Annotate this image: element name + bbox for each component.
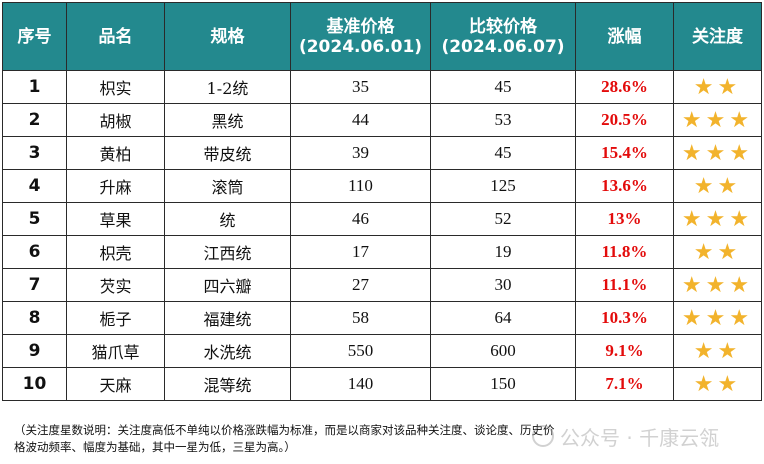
header-base-price: 基准价格 (2024.06.01) [290, 2, 431, 71]
row-compare-price: 53 [430, 103, 576, 137]
row-base-price: 39 [290, 136, 431, 170]
row-name: 枳壳 [66, 235, 165, 269]
row-change: 13.6% [575, 169, 674, 203]
row-compare-price: 125 [430, 169, 576, 203]
header-base-price-label: 基准价格 [326, 16, 395, 37]
row-attention-star-icon: ★★★ [673, 136, 762, 170]
row-name: 栀子 [66, 301, 165, 335]
row-index: 10 [2, 367, 67, 401]
table-row: 8 栀子 福建统 58 64 10.3% ★★★ [2, 301, 762, 335]
row-compare-price: 45 [430, 136, 576, 170]
row-spec: 统 [164, 202, 291, 236]
header-row: 序号 品名 规格 基准价格 (2024.06.01) 比较价格 (2024.06… [2, 2, 762, 71]
row-spec: 江西统 [164, 235, 291, 269]
row-name: 升麻 [66, 169, 165, 203]
row-spec: 滚筒 [164, 169, 291, 203]
row-attention-star-icon: ★★★ [673, 268, 762, 302]
header-attention: 关注度 [673, 2, 762, 71]
row-spec: 带皮统 [164, 136, 291, 170]
row-spec: 福建统 [164, 301, 291, 335]
header-name: 品名 [66, 2, 165, 71]
row-attention-star-icon: ★★ [673, 235, 762, 269]
row-compare-price: 45 [430, 70, 576, 104]
header-compare-price-date: (2024.06.07) [441, 36, 565, 57]
watermark-text: 公众号 · 千康云瓴 [560, 426, 720, 450]
row-change: 11.8% [575, 235, 674, 269]
table-row: 3 黄柏 带皮统 39 45 15.4% ★★★ [2, 136, 762, 170]
row-attention-star-icon: ★★★ [673, 301, 762, 335]
header-base-price-date: (2024.06.01) [298, 36, 423, 57]
row-index: 9 [2, 334, 67, 368]
attention-note: （关注度星数说明：关注度高低不单纯以价格涨跌幅为标准，而是以商家对该品种关注度、… [14, 422, 756, 456]
row-name: 枳实 [66, 70, 165, 104]
row-change: 9.1% [575, 334, 674, 368]
row-attention-star-icon: ★★ [673, 367, 762, 401]
row-compare-price: 19 [430, 235, 576, 269]
header-compare-price: 比较价格 (2024.06.07) [430, 2, 576, 71]
row-change: 13% [575, 202, 674, 236]
row-index: 4 [2, 169, 67, 203]
row-name: 芡实 [66, 268, 165, 302]
header-spec: 规格 [164, 2, 291, 71]
row-base-price: 550 [290, 334, 431, 368]
row-base-price: 110 [290, 169, 431, 203]
row-compare-price: 600 [430, 334, 576, 368]
row-change: 11.1% [575, 268, 674, 302]
row-spec: 四六瓣 [164, 268, 291, 302]
table-row: 2 胡椒 黑统 44 53 20.5% ★★★ [2, 103, 762, 137]
watermark: 公众号 · 千康云瓴 [532, 422, 719, 451]
row-change: 20.5% [575, 103, 674, 137]
row-name: 天麻 [66, 367, 165, 401]
row-index: 1 [2, 70, 67, 104]
header-compare-price-label: 比较价格 [469, 16, 537, 37]
row-compare-price: 64 [430, 301, 576, 335]
watermark-logo-icon [532, 425, 554, 447]
row-attention-star-icon: ★★ [673, 70, 762, 104]
table-row: 6 枳壳 江西统 17 19 11.8% ★★ [2, 235, 762, 269]
table-row: 4 升麻 滚筒 110 125 13.6% ★★ [2, 169, 762, 203]
row-attention-star-icon: ★★ [673, 169, 762, 203]
row-spec: 水洗统 [164, 334, 291, 368]
row-compare-price: 150 [430, 367, 576, 401]
table-row: 5 草果 统 46 52 13% ★★★ [2, 202, 762, 236]
row-base-price: 17 [290, 235, 431, 269]
row-name: 胡椒 [66, 103, 165, 137]
table-row: 1 枳实 1-2统 35 45 28.6% ★★ [2, 70, 762, 104]
row-index: 3 [2, 136, 67, 170]
row-change: 10.3% [575, 301, 674, 335]
header-change: 涨幅 [575, 2, 674, 71]
row-attention-star-icon: ★★★ [673, 202, 762, 236]
row-attention-star-icon: ★★★ [673, 103, 762, 137]
row-base-price: 44 [290, 103, 431, 137]
table-row: 7 芡实 四六瓣 27 30 11.1% ★★★ [2, 268, 762, 302]
row-index: 5 [2, 202, 67, 236]
row-change: 15.4% [575, 136, 674, 170]
row-compare-price: 30 [430, 268, 576, 302]
row-change: 28.6% [575, 70, 674, 104]
row-spec: 黑统 [164, 103, 291, 137]
row-name: 草果 [66, 202, 165, 236]
row-index: 8 [2, 301, 67, 335]
row-change: 7.1% [575, 367, 674, 401]
row-spec: 1-2统 [164, 70, 291, 104]
row-base-price: 27 [290, 268, 431, 302]
row-compare-price: 52 [430, 202, 576, 236]
attention-note-line2: 格波动频率、幅度为基础，其中一星为低，三星为高。） [14, 440, 296, 454]
row-base-price: 58 [290, 301, 431, 335]
row-index: 6 [2, 235, 67, 269]
row-attention-star-icon: ★★ [673, 334, 762, 368]
row-base-price: 46 [290, 202, 431, 236]
row-index: 7 [2, 268, 67, 302]
price-table: 序号 品名 规格 基准价格 (2024.06.01) 比较价格 (2024.06… [2, 2, 762, 401]
row-spec: 混等统 [164, 367, 291, 401]
attention-note-line1: （关注度星数说明：关注度高低不单纯以价格涨跌幅为标准，而是以商家对该品种关注度、… [14, 423, 555, 437]
row-base-price: 35 [290, 70, 431, 104]
table-row: 9 猫爪草 水洗统 550 600 9.1% ★★ [2, 334, 762, 368]
header-index: 序号 [2, 2, 67, 71]
table-row: 10 天麻 混等统 140 150 7.1% ★★ [2, 367, 762, 401]
row-base-price: 140 [290, 367, 431, 401]
row-name: 猫爪草 [66, 334, 165, 368]
row-name: 黄柏 [66, 136, 165, 170]
row-index: 2 [2, 103, 67, 137]
